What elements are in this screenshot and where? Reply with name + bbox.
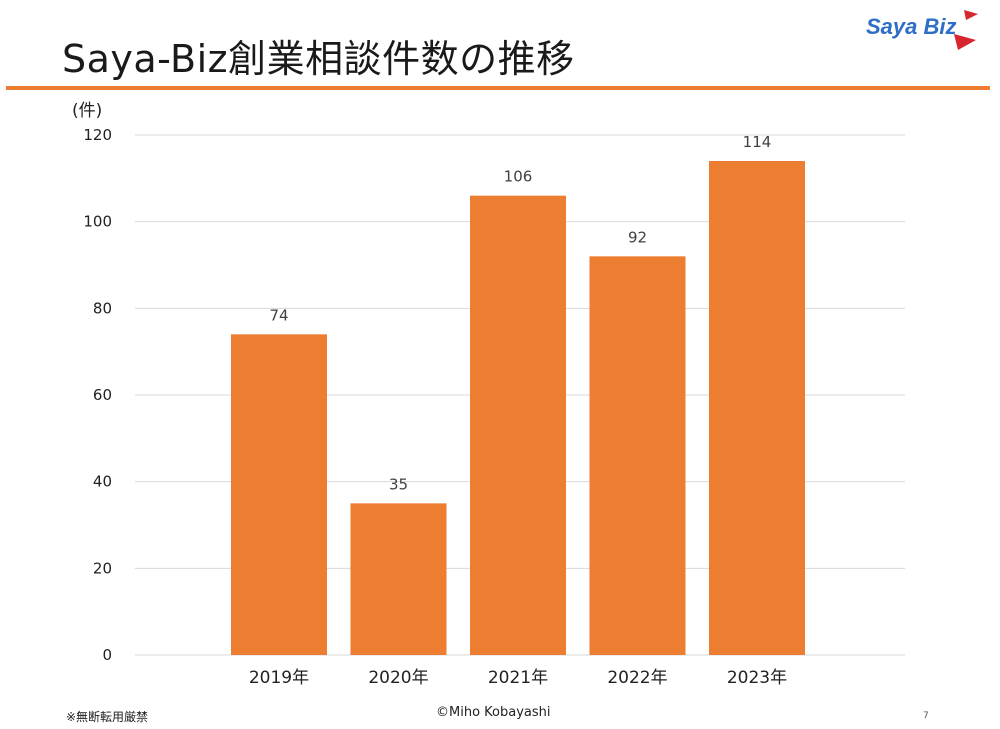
title-divider bbox=[6, 86, 990, 90]
x-tick-label: 2020年 bbox=[368, 668, 428, 688]
bar bbox=[231, 334, 327, 655]
bars bbox=[231, 161, 805, 655]
logo-flag-icon bbox=[954, 10, 978, 50]
bar bbox=[470, 195, 566, 655]
y-tick-label: 40 bbox=[93, 473, 112, 491]
logo-flag-red-lower bbox=[954, 34, 976, 50]
footer-copyright: ©Miho Kobayashi bbox=[436, 705, 551, 720]
y-tick-label: 80 bbox=[93, 299, 112, 317]
logo-text: Saya Biz bbox=[866, 14, 957, 39]
y-tick-label: 0 bbox=[102, 646, 112, 664]
y-tick-label: 100 bbox=[83, 213, 112, 231]
data-label: 35 bbox=[389, 475, 408, 493]
y-tick-label: 20 bbox=[93, 559, 112, 577]
x-tick-label: 2021年 bbox=[488, 668, 548, 688]
page-number: 7 bbox=[923, 711, 929, 721]
bar bbox=[350, 503, 447, 655]
footer-notice: ※無断転用厳禁 bbox=[66, 710, 149, 724]
y-tick-label: 120 bbox=[83, 126, 112, 144]
bar bbox=[709, 161, 805, 655]
y-axis-unit-label: (件) bbox=[72, 101, 103, 121]
data-label: 74 bbox=[269, 306, 288, 324]
slide-title: Saya-Biz創業相談件数の推移 bbox=[62, 37, 575, 81]
x-tick-label: 2022年 bbox=[607, 668, 667, 688]
saya-biz-logo: Saya Biz bbox=[866, 8, 986, 58]
bar bbox=[589, 256, 686, 655]
y-tick-label: 60 bbox=[93, 386, 112, 404]
x-axis-tick-labels: 2019年 2020年 2021年 2022年 2023年 bbox=[249, 668, 787, 688]
y-axis-tick-labels: 0 20 40 60 80 100 120 bbox=[83, 126, 112, 664]
data-label: 106 bbox=[504, 168, 533, 186]
x-tick-label: 2019年 bbox=[249, 668, 309, 688]
x-tick-label: 2023年 bbox=[727, 668, 787, 688]
data-label: 114 bbox=[743, 133, 772, 151]
data-labels: 74 35 106 92 114 bbox=[269, 133, 771, 493]
data-label: 92 bbox=[628, 228, 647, 246]
logo-flag-red bbox=[964, 10, 978, 20]
